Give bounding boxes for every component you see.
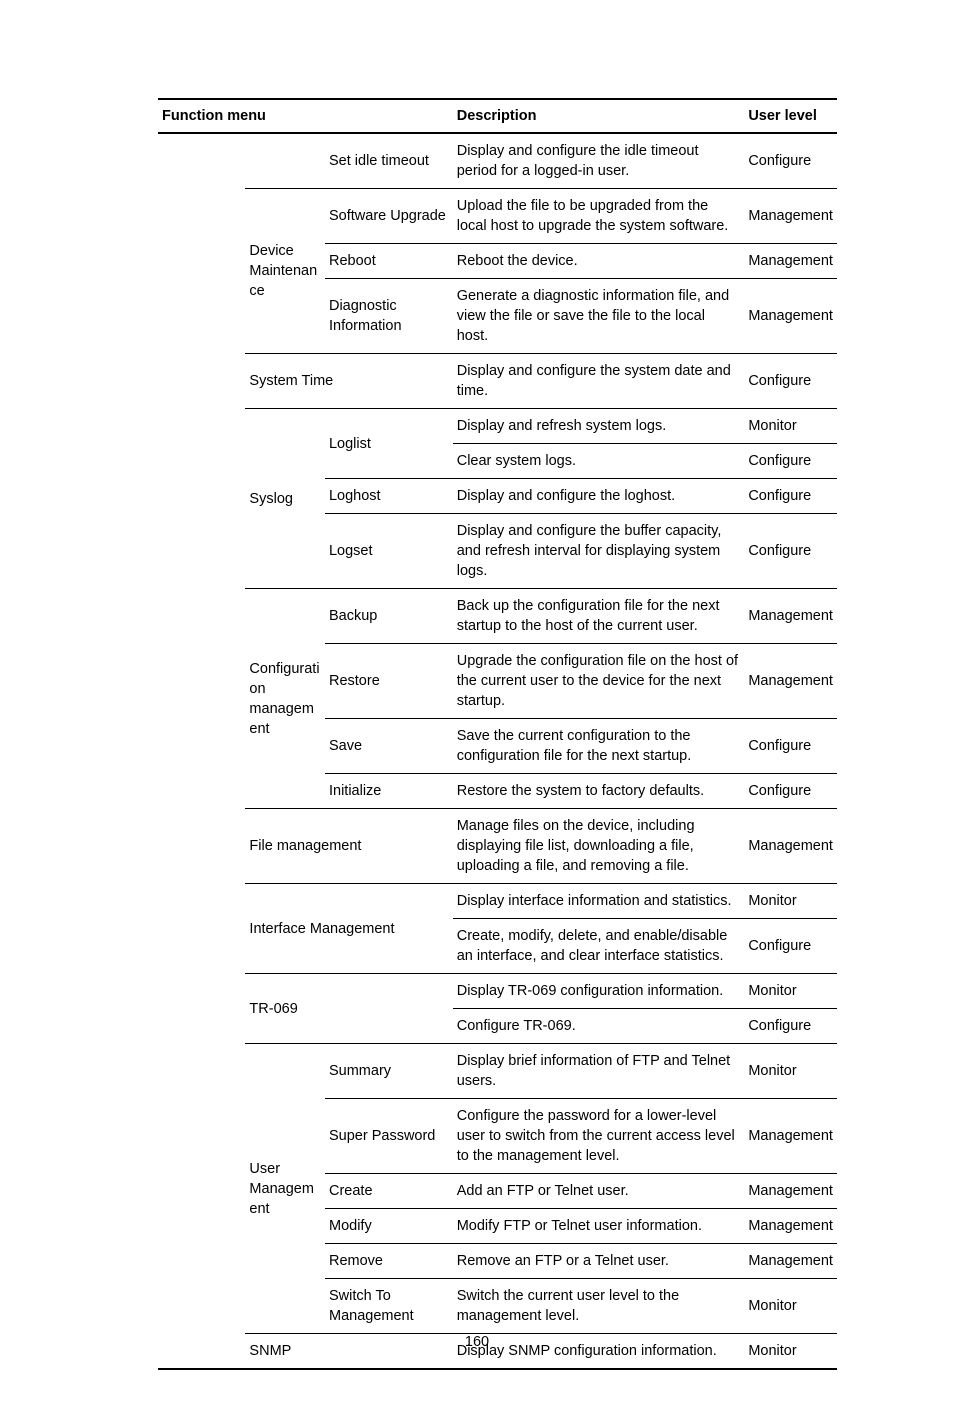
sub-cell: Create [325, 1174, 453, 1209]
page: Function menu Description User level Set… [0, 0, 954, 1410]
table-body: Set idle timeoutDisplay and configure th… [158, 133, 837, 1369]
description-cell: Clear system logs. [453, 444, 745, 479]
table-row: System TimeDisplay and configure the sys… [158, 354, 837, 409]
table-row: Set idle timeoutDisplay and configure th… [158, 133, 837, 189]
table-row: File managementManage files on the devic… [158, 809, 837, 884]
user-level-cell: Management [744, 589, 837, 644]
description-cell: Display and refresh system logs. [453, 409, 745, 444]
col-header-description: Description [453, 99, 745, 133]
description-cell: Configure the password for a lower-level… [453, 1099, 745, 1174]
table-row: Device MaintenanceSoftware UpgradeUpload… [158, 189, 837, 244]
sub-cell: Logset [325, 514, 453, 589]
description-cell: Generate a diagnostic information file, … [453, 279, 745, 354]
sub-cell: Remove [325, 1244, 453, 1279]
table-row: SyslogLoglistDisplay and refresh system … [158, 409, 837, 444]
user-level-cell: Management [744, 1244, 837, 1279]
group-cell: System Time [245, 354, 452, 409]
user-level-cell: Configure [744, 1009, 837, 1044]
user-level-cell: Configure [744, 444, 837, 479]
description-cell: Remove an FTP or a Telnet user. [453, 1244, 745, 1279]
table-row: User ManagementSummaryDisplay brief info… [158, 1044, 837, 1099]
user-level-cell: Configure [744, 919, 837, 974]
sub-cell: Diagnostic Information [325, 279, 453, 354]
group-cell: Device Maintenance [245, 189, 325, 354]
group-cell: Syslog [245, 409, 325, 589]
description-cell: Display interface information and statis… [453, 884, 745, 919]
description-cell: Display and configure the loghost. [453, 479, 745, 514]
user-level-cell: Monitor [744, 1279, 837, 1334]
description-cell: Add an FTP or Telnet user. [453, 1174, 745, 1209]
group-cell: Interface Management [245, 884, 452, 974]
description-cell: Create, modify, delete, and enable/disab… [453, 919, 745, 974]
col-header-user-level: User level [744, 99, 837, 133]
sub-cell: Set idle timeout [325, 133, 453, 189]
user-level-cell: Configure [744, 719, 837, 774]
sub-cell: Switch To Management [325, 1279, 453, 1334]
user-level-cell: Configure [744, 479, 837, 514]
sub-cell: Backup [325, 589, 453, 644]
description-cell: Switch the current user level to the man… [453, 1279, 745, 1334]
description-cell: Modify FTP or Telnet user information. [453, 1209, 745, 1244]
sub-cell: Restore [325, 644, 453, 719]
group-cell: Configuration management [245, 589, 325, 809]
description-cell: Configure TR-069. [453, 1009, 745, 1044]
user-level-cell: Monitor [744, 1044, 837, 1099]
sub-cell: Modify [325, 1209, 453, 1244]
user-level-cell: Management [744, 1174, 837, 1209]
description-cell: Save the current configuration to the co… [453, 719, 745, 774]
user-level-cell: Management [744, 279, 837, 354]
sub-cell: Loghost [325, 479, 453, 514]
col-header-function-menu: Function menu [158, 99, 453, 133]
sub-cell: Reboot [325, 244, 453, 279]
user-level-cell: Management [744, 189, 837, 244]
sub-cell: Initialize [325, 774, 453, 809]
description-cell: Display and configure the idle timeout p… [453, 133, 745, 189]
page-number: 160 [0, 1334, 954, 1350]
sub-cell: Super Password [325, 1099, 453, 1174]
user-level-cell: Management [744, 1209, 837, 1244]
user-level-cell: Configure [744, 514, 837, 589]
description-cell: Restore the system to factory defaults. [453, 774, 745, 809]
table-row: Configuration managementBackupBack up th… [158, 589, 837, 644]
group-cell: User Management [245, 1044, 325, 1334]
user-level-cell: Configure [744, 774, 837, 809]
user-level-cell: Management [744, 644, 837, 719]
sub-cell: Software Upgrade [325, 189, 453, 244]
sub-cell: Loglist [325, 409, 453, 479]
description-cell: Display and configure the system date an… [453, 354, 745, 409]
description-cell: Display TR-069 configuration information… [453, 974, 745, 1009]
description-cell: Display and configure the buffer capacit… [453, 514, 745, 589]
user-level-cell: Configure [744, 354, 837, 409]
user-level-cell: Monitor [744, 974, 837, 1009]
user-level-cell: Management [744, 1099, 837, 1174]
indent-cell [158, 133, 245, 1369]
group-cell [245, 133, 325, 189]
user-level-cell: Management [744, 244, 837, 279]
user-level-cell: Configure [744, 133, 837, 189]
description-cell: Manage files on the device, including di… [453, 809, 745, 884]
function-menu-table: Function menu Description User level Set… [158, 98, 837, 1370]
description-cell: Upgrade the configuration file on the ho… [453, 644, 745, 719]
description-cell: Upload the file to be upgraded from the … [453, 189, 745, 244]
user-level-cell: Monitor [744, 409, 837, 444]
description-cell: Back up the configuration file for the n… [453, 589, 745, 644]
table-row: TR-069Display TR-069 configuration infor… [158, 974, 837, 1009]
user-level-cell: Management [744, 809, 837, 884]
user-level-cell: Monitor [744, 884, 837, 919]
group-cell: File management [245, 809, 452, 884]
description-cell: Reboot the device. [453, 244, 745, 279]
group-cell: TR-069 [245, 974, 452, 1044]
table-row: Interface ManagementDisplay interface in… [158, 884, 837, 919]
description-cell: Display brief information of FTP and Tel… [453, 1044, 745, 1099]
sub-cell: Save [325, 719, 453, 774]
sub-cell: Summary [325, 1044, 453, 1099]
